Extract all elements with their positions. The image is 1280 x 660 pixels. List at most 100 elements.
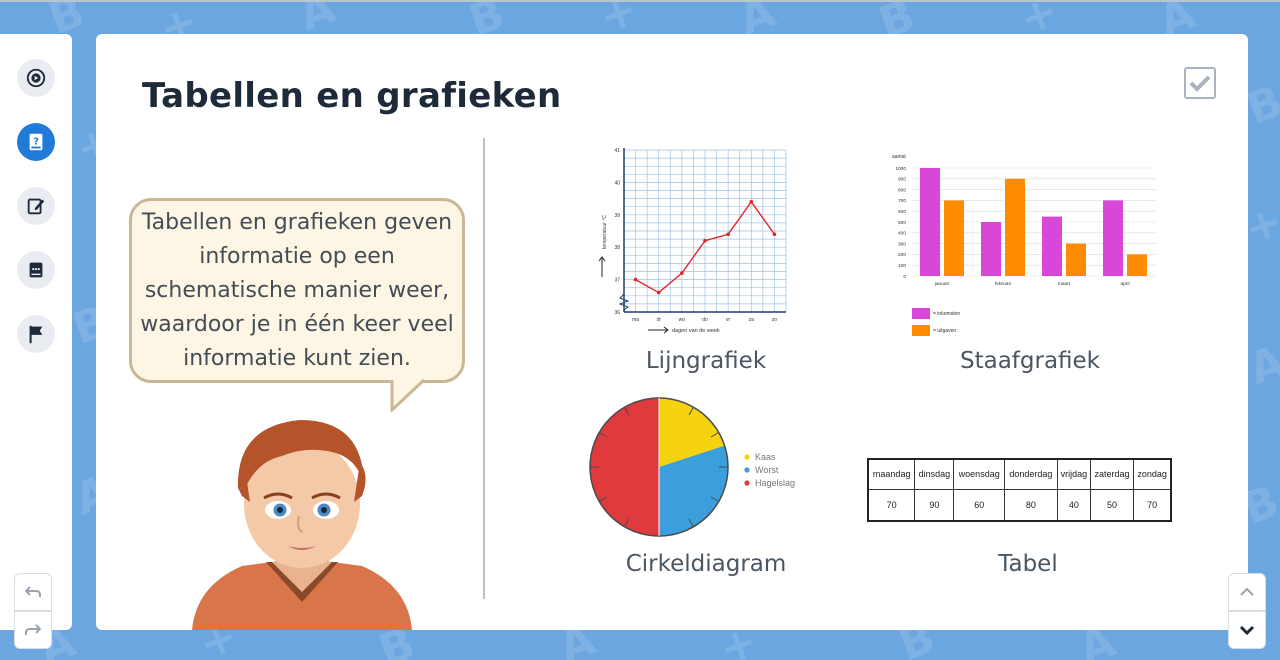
line-point (703, 238, 707, 243)
y-axis-arrow (598, 256, 606, 277)
pie-tick (624, 406, 630, 416)
data-table: maandag dinsdag woensdag donderdag vrijdag za… (867, 458, 1172, 522)
table-cell: 70 (867, 488, 916, 522)
pie-tick (688, 406, 694, 416)
y-tick-label: 1000 (895, 166, 906, 172)
y-tick-label: 40 (614, 180, 620, 186)
y-tick-label: 36 (614, 310, 620, 316)
y-tick-label: 400 (898, 231, 906, 237)
y-axis-label: aantal (892, 154, 906, 160)
y-tick-label: 0 (903, 274, 906, 280)
line-point (726, 232, 730, 237)
x-tick-label: januari (934, 281, 949, 287)
x-tick-label: vr (726, 317, 731, 323)
pie-chart-label: Cirkeldiagram (625, 551, 787, 577)
table-cell: 60 (953, 488, 1005, 522)
sidebar-item-chat[interactable] (17, 251, 55, 289)
checkmark-icon (1189, 75, 1211, 92)
pie-slice (659, 445, 728, 536)
scroll-down-button[interactable] (1228, 611, 1266, 649)
chevron-up-icon (1240, 587, 1254, 596)
pie-tick (710, 432, 720, 438)
table-cell: 70 (1133, 488, 1172, 522)
table-header-cell: zaterdag (1089, 458, 1135, 490)
bar (1042, 216, 1062, 276)
bar (944, 200, 964, 276)
speech-bubble: Tabellen en grafieken geven informatie o… (129, 198, 465, 383)
x-tick-label: wo (679, 317, 686, 323)
pie-tick (598, 496, 608, 502)
line-point (749, 200, 754, 204)
bubble-text: Tabellen en grafieken geven informatie o… (140, 209, 454, 371)
bar (1127, 254, 1147, 276)
sidebar-item-play[interactable] (17, 59, 55, 97)
y-tick-label: 700 (898, 198, 906, 204)
bar (1005, 178, 1025, 276)
x-axis-arrow (648, 326, 669, 334)
speech-bubble-tail (390, 378, 426, 412)
bar-chart-label: Staafgrafiek (959, 348, 1100, 374)
legend-swatch (912, 308, 930, 319)
table-cell: 80 (1003, 488, 1058, 522)
undo-button[interactable] (14, 573, 52, 611)
y-tick-label: 200 (898, 252, 906, 258)
x-tick-label: za (749, 317, 755, 323)
legend-label: Kaas (755, 452, 776, 462)
line-chart-label: Lijngrafiek (645, 348, 767, 374)
table-label: Tabel (998, 551, 1058, 577)
y-tick-label: 41 (614, 148, 620, 154)
table-header-cell: vrijdag (1056, 458, 1091, 490)
x-axis-label: dagen van de week (672, 328, 720, 334)
sidebar-item-exercise[interactable] (17, 187, 55, 225)
sidebar-item-theory[interactable]: ? (17, 123, 55, 161)
table-header-row: maandag dinsdag woensdag donderdag vrijdag za… (867, 458, 1172, 490)
chevron-down-icon (1239, 625, 1255, 635)
pie-slice (590, 398, 659, 536)
x-tick-label: maart (1058, 281, 1071, 287)
x-tick-label: april (1120, 281, 1129, 287)
axis-break-mark (618, 293, 630, 311)
pie-slice (659, 398, 725, 467)
scroll-up-button[interactable] (1228, 573, 1266, 611)
y-tick-label: 800 (898, 187, 906, 193)
pie-tick (710, 496, 720, 502)
vertical-divider (483, 138, 485, 599)
line-point (633, 277, 638, 282)
line-point (680, 271, 684, 275)
table-header-cell: dinsdag (914, 458, 955, 490)
pie-tick (688, 518, 694, 528)
y-tick-label: 37 (614, 278, 620, 284)
top-border (0, 0, 1280, 2)
redo-button[interactable] (14, 611, 52, 649)
table-header-cell: donderdag (1003, 458, 1058, 490)
redo-icon (25, 624, 41, 635)
y-tick-label: 39 (614, 213, 620, 219)
pie-tick (598, 432, 608, 438)
chat-book-icon (29, 262, 43, 278)
legend-label: Hagelslag (755, 478, 795, 488)
line-point (656, 290, 661, 295)
pie-chart: Kaas Worst Hagelslag (589, 397, 795, 537)
legend-dot (744, 467, 750, 473)
book-question-icon: ? (29, 133, 43, 151)
content-card: Tabellen en grafieken Tabellen en grafie… (96, 34, 1248, 630)
bar (920, 168, 940, 276)
legend-dot (744, 454, 750, 460)
x-tick-label: do (702, 317, 708, 323)
y-tick-label: 600 (898, 209, 906, 215)
table-header-cell: zondag (1133, 458, 1172, 490)
x-tick-label: ma (632, 317, 639, 323)
flag-icon (29, 325, 43, 344)
y-tick-label: 100 (898, 263, 906, 269)
edit-icon (27, 198, 45, 215)
legend-label: = uitgaven (933, 328, 956, 334)
x-tick-label: zo (772, 317, 778, 323)
sidebar-item-finish[interactable] (17, 315, 55, 353)
table-header-cell: woensdag (953, 458, 1005, 490)
table-row: 70 90 60 80 40 50 70 (867, 488, 1172, 522)
line-point (772, 232, 777, 237)
complete-checkbox[interactable] (1184, 67, 1216, 99)
table-cell: 40 (1056, 488, 1091, 522)
bar (1103, 200, 1123, 276)
legend-dot (744, 480, 750, 486)
